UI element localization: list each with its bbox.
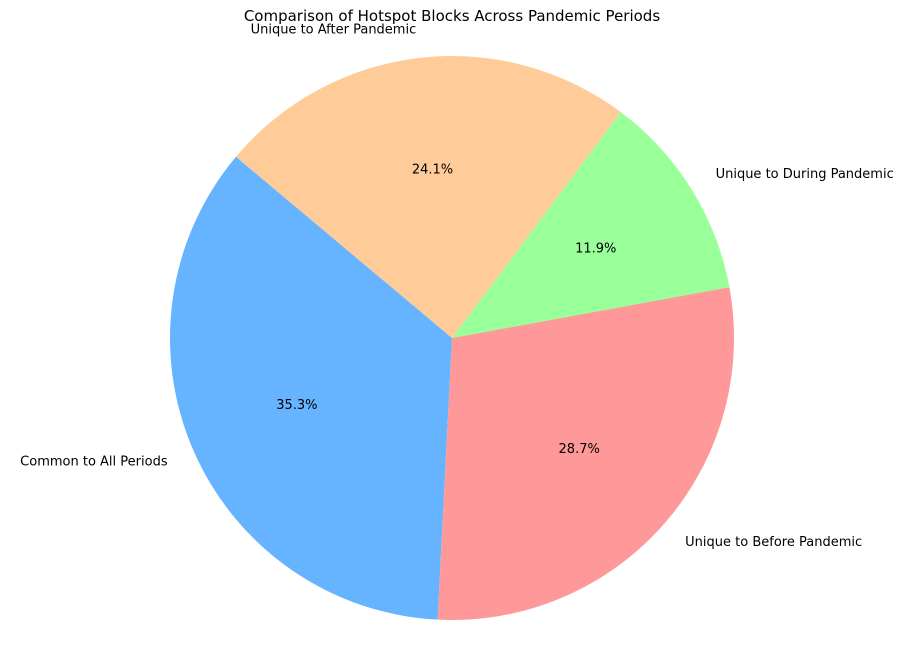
slice-label-unique-to-after-pandemic: Unique to After Pandemic bbox=[251, 22, 417, 37]
pie-slice-common-to-all-periods bbox=[170, 156, 452, 620]
slice-percent-unique-to-before-pandemic: 28.7% bbox=[559, 442, 600, 457]
slice-percent-common-to-all-periods: 35.3% bbox=[276, 398, 317, 413]
chart-title: Comparison of Hotspot Blocks Across Pand… bbox=[244, 7, 661, 25]
pie-labels: Common to All Periods 35.3% Unique to Befo… bbox=[20, 22, 894, 550]
slice-label-unique-to-during-pandemic: Unique to During Pandemic bbox=[716, 167, 894, 182]
pie-slice-unique-to-after-pandemic bbox=[235, 55, 621, 338]
pie-slices bbox=[170, 55, 734, 620]
slice-percent-unique-to-during-pandemic: 11.9% bbox=[575, 241, 616, 256]
slice-label-common-to-all-periods: Common to All Periods bbox=[20, 454, 168, 469]
pie-slice-unique-to-before-pandemic bbox=[437, 287, 734, 620]
slice-label-unique-to-before-pandemic: Unique to Before Pandemic bbox=[685, 535, 862, 550]
pie-slice-unique-to-during-pandemic bbox=[452, 112, 730, 339]
slice-percent-unique-to-after-pandemic: 24.1% bbox=[412, 162, 453, 177]
